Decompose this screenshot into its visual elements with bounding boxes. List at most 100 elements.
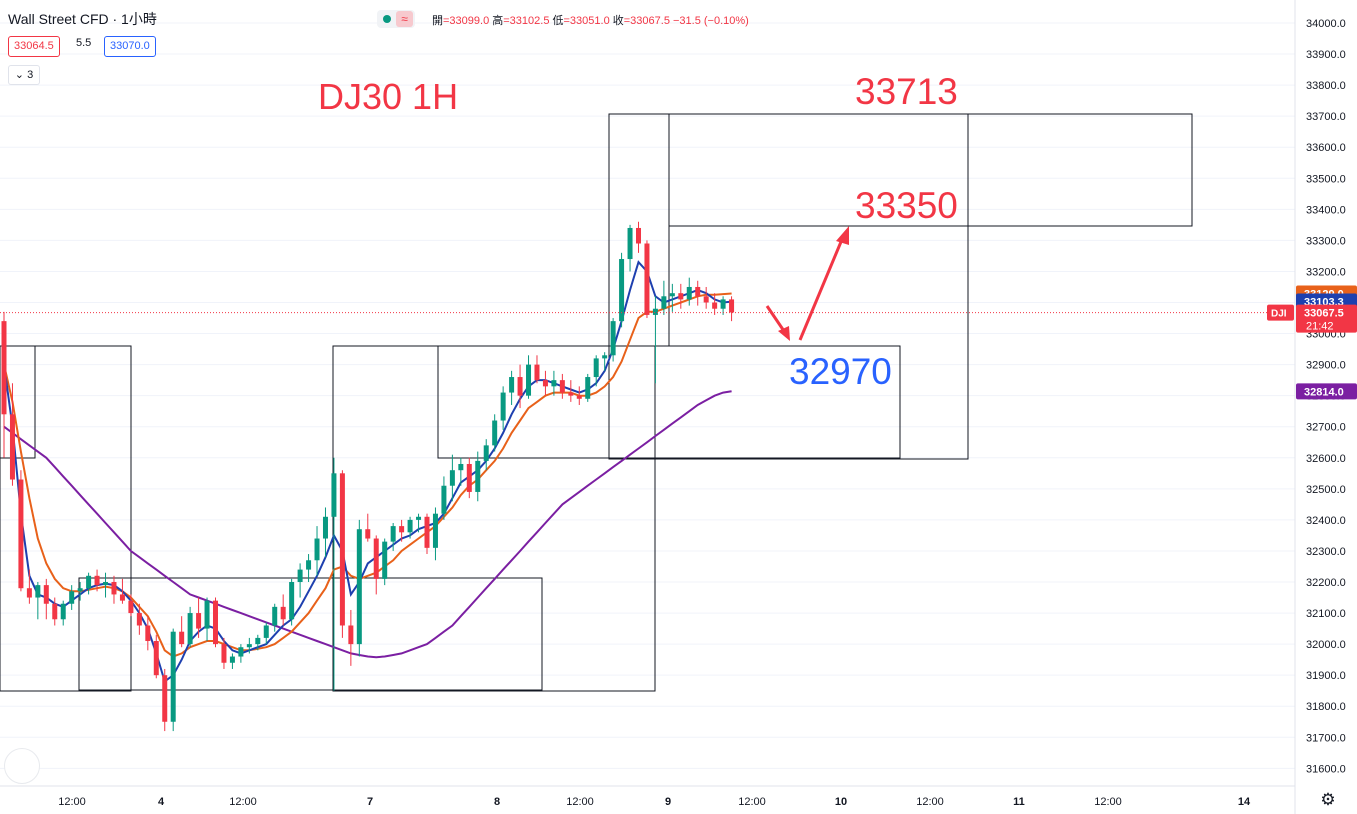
time-axis[interactable]: 12:00 4 12:00 7 8 12:00 9 12:00 10 12:00 11 12:00 14 [0,785,1295,808]
candle-body [356,529,362,645]
price-tick-label: 33900.0 [1306,49,1346,61]
gear-icon[interactable]: ⚙ [1320,790,1336,809]
candle [170,628,176,732]
candle-body [103,582,109,586]
candle-body [492,420,498,446]
candle-body [712,302,718,309]
candle [52,597,58,626]
candle [365,513,371,542]
time-tick-label: 12:00 [916,796,944,808]
candle [204,597,210,642]
candle [18,470,24,592]
market-status-pill[interactable]: ≈ [377,10,415,28]
candle-body [542,380,548,387]
candle-body [35,585,41,598]
price-tick-label: 32100.0 [1306,608,1346,620]
candle-body [9,414,15,480]
candle-body [441,485,447,514]
price-label-text: 32814.0 [1304,386,1344,398]
price-tick-label: 31600.0 [1306,763,1346,775]
candle-body [661,296,667,309]
candle [526,355,532,399]
candle [441,476,447,520]
time-tick-label: 7 [367,796,373,808]
price-tick-label: 33800.0 [1306,80,1346,92]
candle-body [86,575,92,589]
candle-body [213,600,218,645]
buy-button[interactable]: 33070.0 [104,36,156,57]
candle [26,569,32,604]
close-value: =33067.5 [623,15,670,27]
candle [289,578,295,626]
candle [619,252,625,328]
grid-lines [0,22,1295,769]
candle [500,386,506,430]
symbol-title[interactable]: Wall Street CFD · 1小時 [8,11,157,27]
time-tick-label: 12:00 [566,796,594,808]
price-tick-label: 31700.0 [1306,732,1346,744]
candle-body [686,286,692,300]
candle-body [314,538,320,561]
candle-body [272,606,278,626]
candle [729,296,735,322]
sell-button[interactable]: 33064.5 [8,36,60,57]
candle [238,644,244,663]
candle-body [652,308,658,315]
candle-body [669,293,675,297]
candle-body [678,293,684,300]
candle [128,594,134,617]
candle-body [128,600,134,614]
candle-body [136,613,142,626]
candle [602,352,608,371]
candle [145,616,151,651]
candle-body [246,644,252,648]
candle [263,622,269,645]
candle-body [263,625,269,638]
candle-body [26,588,32,598]
price-tick-label: 33600.0 [1306,142,1346,154]
close-label: 收 [612,15,624,27]
indicators-toggle[interactable]: ⌄ 3 [8,65,40,85]
candle-body [348,625,354,645]
ma-mid-line [3,292,732,658]
candle-body [153,641,159,676]
chevron-down-icon: ⌄ [14,69,25,81]
candle [35,582,41,620]
candle-body [703,296,709,303]
symbol-tag-bg [1267,304,1294,321]
price-tick-label: 32600.0 [1306,453,1346,465]
price-tick-label: 32900.0 [1306,360,1346,372]
candle [492,414,498,452]
candle-body [69,591,75,604]
candle-body [636,227,641,244]
scroll-to-realtime-button[interactable] [4,748,40,784]
candle-body [145,625,151,642]
price-axis[interactable]: 34000.0 33900.0 33800.0 33700.0 33600.0 33500… [1294,0,1346,814]
candle-body [534,364,540,381]
price-label-countdown: 21:42 [1306,321,1334,333]
candle-body [179,631,185,645]
candle-body [619,259,625,322]
candle [322,507,328,558]
candle [60,600,66,626]
candle-body [60,603,66,620]
candle-body [644,243,650,315]
time-tick-label: 12:00 [738,796,766,808]
candle [1,311,7,458]
candle-body [238,647,244,657]
price-tick-label: 31800.0 [1306,701,1346,713]
candle-body [119,594,125,601]
candle [314,526,320,576]
candle-body [424,516,430,548]
candle [373,535,379,595]
spread-value: 5.5 [76,37,92,49]
candle [94,569,100,592]
candle-body [390,526,396,542]
candle [475,451,481,502]
low-value: =33051.0 [563,15,610,27]
candle-body [111,582,117,595]
candle [695,280,701,306]
candle-body [585,377,591,399]
price-label-text: 33067.5 [1304,308,1344,320]
